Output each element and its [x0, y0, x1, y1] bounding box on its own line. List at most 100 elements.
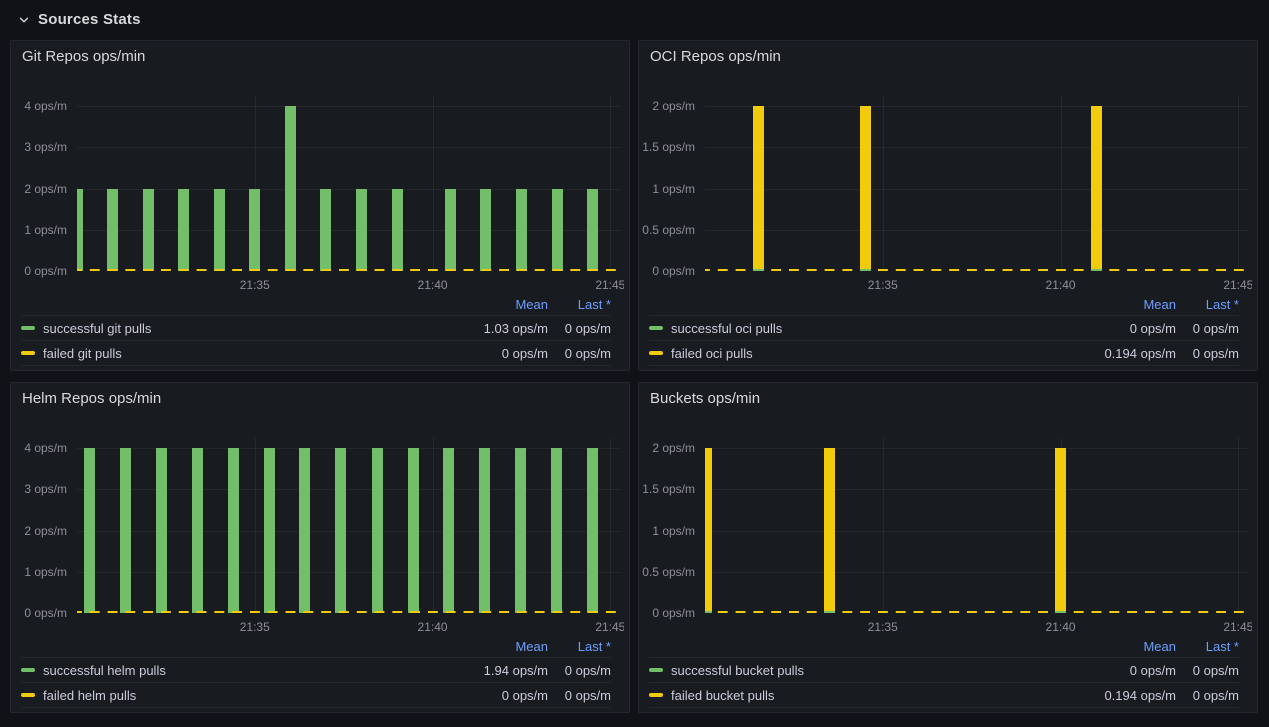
x-tick-label: 21:40 [1046, 619, 1076, 635]
legend: Mean Last * successful oci pulls0 ops/m0… [639, 294, 1257, 366]
panel-title[interactable]: Helm Repos ops/min [22, 390, 161, 407]
gridline-vertical [433, 438, 434, 613]
zero-value-mark [860, 269, 871, 271]
bar-successful-helm-pulls [587, 448, 598, 613]
panels-grid: Git Repos ops/min 4 ops/m3 ops/m2 ops/m1… [0, 39, 1269, 713]
legend-series-label[interactable]: failed helm pulls [21, 688, 438, 703]
bar-successful-git-pulls [356, 189, 367, 272]
gridline-horizontal [705, 189, 1249, 190]
series-name: failed oci pulls [671, 346, 753, 361]
y-tick-label: 1 ops/m [11, 222, 67, 238]
legend-row: successful git pulls1.03 ops/m0 ops/m [21, 316, 611, 341]
gridline-horizontal [77, 230, 621, 231]
legend-last-value: 0 ops/m [548, 663, 611, 678]
bar-successful-helm-pulls [228, 448, 239, 613]
legend-last-value: 0 ops/m [548, 321, 611, 336]
legend-last-value: 0 ops/m [1176, 688, 1239, 703]
x-tick-label: 21:45 [1223, 619, 1252, 635]
series-name: failed bucket pulls [671, 688, 774, 703]
legend-series-label[interactable]: failed git pulls [21, 346, 438, 361]
legend-last-value: 0 ops/m [548, 688, 611, 703]
series-name: successful helm pulls [43, 663, 166, 678]
gridline-horizontal [77, 189, 621, 190]
series-name: successful bucket pulls [671, 663, 804, 678]
x-tick-label: 21:45 [595, 277, 624, 293]
legend-header: Mean Last * [649, 636, 1239, 658]
gridline-horizontal [705, 448, 1249, 449]
bar-successful-git-pulls [143, 189, 154, 272]
plot-area[interactable] [705, 438, 1249, 613]
legend-col-mean[interactable]: Mean [1066, 297, 1176, 312]
bar-failed-oci-pulls [860, 106, 871, 271]
series-color-swatch [21, 351, 35, 355]
x-tick-label: 21:40 [418, 619, 448, 635]
legend-series-label[interactable]: successful git pulls [21, 321, 438, 336]
gridline-vertical [255, 438, 256, 613]
legend-col-last[interactable]: Last * [1176, 639, 1239, 654]
bar-successful-git-pulls [107, 189, 118, 272]
legend-last-value: 0 ops/m [548, 346, 611, 361]
legend-series-label[interactable]: successful oci pulls [649, 321, 1066, 336]
panel-title[interactable]: Buckets ops/min [650, 390, 760, 407]
legend-col-last[interactable]: Last * [548, 639, 611, 654]
series-name: failed git pulls [43, 346, 122, 361]
legend-col-mean[interactable]: Mean [438, 639, 548, 654]
legend: Mean Last * successful bucket pulls 0 ops… [639, 636, 1257, 708]
legend-col-last[interactable]: Last * [1176, 297, 1239, 312]
panel-title[interactable]: OCI Repos ops/min [650, 48, 781, 65]
series-color-swatch [649, 351, 663, 355]
x-tick-label: 21:35 [240, 277, 270, 293]
legend-col-mean[interactable]: Mean [438, 297, 548, 312]
bar-successful-git-pulls [480, 189, 491, 272]
legend-series-label[interactable]: failed bucket pulls [649, 688, 1066, 703]
bar-successful-helm-pulls [192, 448, 203, 613]
x-axis: 21:3521:4021:45 [77, 619, 624, 635]
legend-series-label[interactable]: successful helm pulls [21, 663, 438, 678]
bar-failed-oci-pulls [753, 106, 764, 271]
bar-successful-git-pulls [214, 189, 225, 272]
legend-col-last[interactable]: Last * [548, 297, 611, 312]
bar-successful-git-pulls [285, 106, 296, 271]
series-color-swatch [649, 668, 663, 672]
series-color-swatch [649, 326, 663, 330]
plot-area[interactable] [77, 438, 621, 613]
bar-successful-git-pulls [77, 189, 83, 272]
legend-mean-value: 0.194 ops/m [1066, 346, 1176, 361]
bar-failed-bucket-pulls [1055, 448, 1066, 613]
legend-col-mean[interactable]: Mean [1066, 639, 1176, 654]
y-tick-label: 0.5 ops/m [639, 564, 695, 580]
y-tick-label: 1.5 ops/m [639, 481, 695, 497]
legend-mean-value: 0.194 ops/m [1066, 688, 1176, 703]
legend-row: successful helm pulls1.94 ops/m0 ops/m [21, 658, 611, 683]
bar-successful-git-pulls [587, 189, 598, 272]
legend-mean-value: 0 ops/m [438, 346, 548, 361]
bar-successful-helm-pulls [408, 448, 419, 613]
y-tick-label: 0 ops/m [639, 605, 695, 621]
legend-header: Mean Last * [21, 636, 611, 658]
gridline-vertical [610, 96, 611, 271]
legend-row: successful oci pulls0 ops/m0 ops/m [649, 316, 1239, 341]
legend-series-label[interactable]: failed oci pulls [649, 346, 1066, 361]
legend-mean-value: 1.03 ops/m [438, 321, 548, 336]
bar-successful-git-pulls [392, 189, 403, 272]
legend-mean-value: 0 ops/m [1066, 663, 1176, 678]
y-tick-label: 0 ops/m [11, 263, 67, 279]
plot-area[interactable] [705, 96, 1249, 271]
panel-title[interactable]: Git Repos ops/min [22, 48, 145, 65]
series-color-swatch [21, 326, 35, 330]
zero-value-dashed-line [705, 269, 1249, 271]
x-axis: 21:3521:4021:45 [705, 277, 1252, 293]
dashboard: Sources Stats Git Repos ops/min 4 ops/m3… [0, 0, 1269, 713]
bar-successful-git-pulls [249, 189, 260, 272]
row-header-sources-stats[interactable]: Sources Stats [0, 0, 1269, 39]
legend-row: successful bucket pulls0 ops/m0 ops/m [649, 658, 1239, 683]
bar-successful-git-pulls [178, 189, 189, 272]
plot-area[interactable] [77, 96, 621, 271]
gridline-vertical [883, 438, 884, 613]
x-tick-label: 21:35 [240, 619, 270, 635]
y-tick-label: 1 ops/m [11, 564, 67, 580]
y-tick-label: 2 ops/m [11, 523, 67, 539]
zero-value-mark [753, 269, 764, 271]
legend-series-label[interactable]: successful bucket pulls [649, 663, 1066, 678]
bar-successful-helm-pulls [120, 448, 131, 613]
